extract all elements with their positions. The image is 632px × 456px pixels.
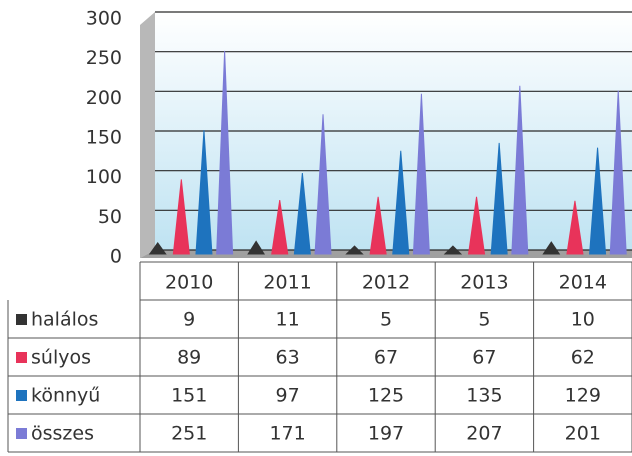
cone: [467, 196, 486, 255]
cone: [148, 242, 167, 255]
cone: [247, 240, 266, 255]
x-tick-label: 2012: [362, 272, 410, 294]
table-value: 197: [368, 423, 404, 445]
y-tick-label: 0: [110, 246, 122, 268]
legend-swatch: [16, 390, 27, 401]
y-tick-label: 150: [86, 127, 122, 149]
cone: [511, 85, 529, 255]
table-value: 10: [571, 309, 595, 331]
x-tick-label: 2011: [263, 272, 311, 294]
cone: [314, 114, 332, 255]
x-tick-label: 2013: [460, 272, 508, 294]
cone: [345, 245, 364, 255]
cone: [195, 130, 213, 255]
y-tick-label: 250: [86, 47, 122, 69]
legend-swatch: [16, 314, 27, 325]
table-value: 11: [276, 309, 300, 331]
cone: [443, 245, 463, 255]
table-value: 207: [466, 423, 502, 445]
table-value: 63: [276, 347, 300, 369]
cone: [566, 200, 584, 255]
table-value: 201: [565, 423, 601, 445]
table-value: 129: [565, 385, 601, 407]
y-tick-label: 50: [98, 206, 122, 228]
x-tick-label: 2010: [165, 272, 213, 294]
legend-swatch: [16, 428, 27, 439]
y-tick-label: 300: [86, 8, 122, 30]
cone: [542, 241, 561, 255]
x-tick-label: 2014: [559, 272, 607, 294]
cone: [589, 147, 607, 255]
cone: [369, 196, 387, 255]
legend-swatch: [16, 352, 27, 363]
legend-label: halálos: [31, 309, 98, 331]
table-value: 5: [380, 309, 392, 331]
table-value: 251: [171, 423, 207, 445]
table-value: 125: [368, 385, 404, 407]
table-value: 89: [177, 347, 201, 369]
table-value: 67: [472, 347, 496, 369]
table-value: 97: [276, 385, 300, 407]
cone: [216, 50, 234, 255]
legend-label: könnyű: [31, 385, 100, 407]
table-value: 9: [183, 309, 195, 331]
table-value: 62: [571, 347, 595, 369]
cone: [293, 172, 311, 255]
side-wall: [140, 12, 155, 258]
table-value: 151: [171, 385, 207, 407]
table-value: 5: [478, 309, 490, 331]
cone: [412, 93, 430, 255]
cone: [609, 90, 627, 255]
cone: [490, 142, 508, 255]
table-value: 135: [466, 385, 502, 407]
cone: [172, 179, 190, 255]
legend-label: összes: [31, 423, 94, 445]
cone: [392, 150, 410, 255]
table-value: 171: [269, 423, 305, 445]
y-tick-label: 200: [86, 87, 122, 109]
table-value: 67: [374, 347, 398, 369]
legend-label: súlyos: [31, 347, 91, 369]
y-tick-label: 100: [86, 166, 122, 188]
cone: [271, 199, 289, 255]
